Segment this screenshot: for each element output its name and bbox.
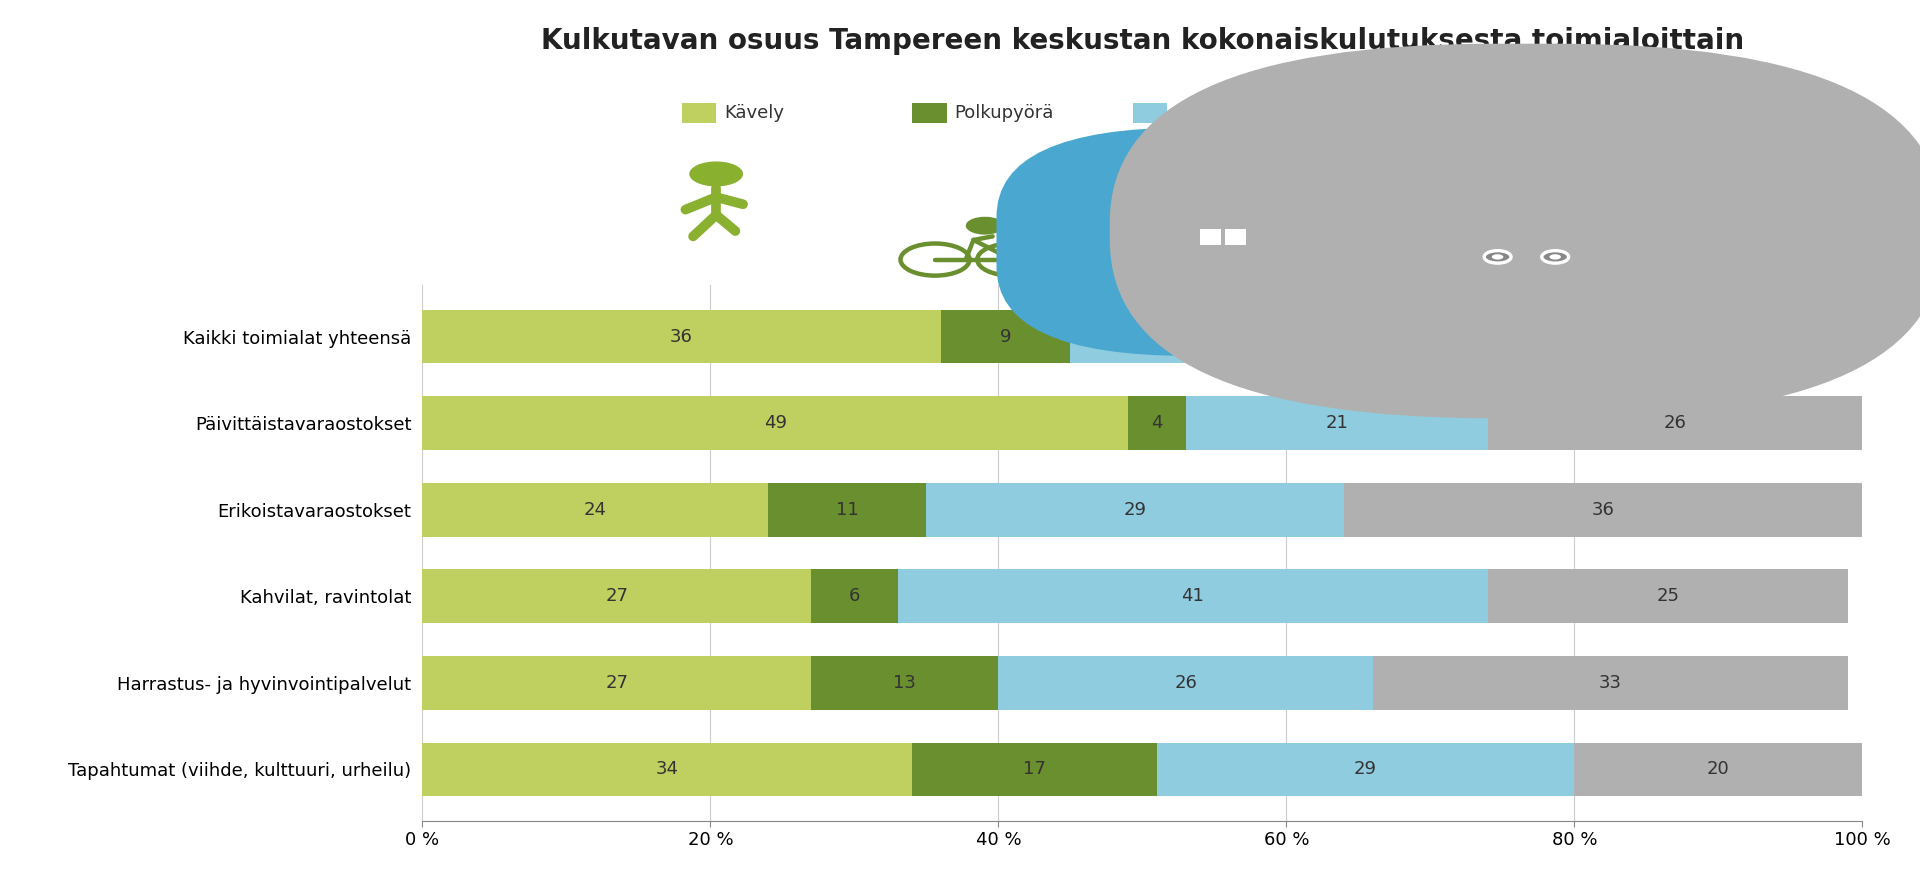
- Bar: [897, 569, 1488, 624]
- Text: 25: 25: [1657, 587, 1680, 606]
- Bar: [1344, 483, 1862, 537]
- Text: Auto: Auto: [1463, 104, 1505, 122]
- Text: 13: 13: [893, 673, 916, 692]
- Text: 6: 6: [849, 587, 860, 606]
- Text: 20: 20: [1707, 761, 1730, 779]
- Text: 29: 29: [1657, 327, 1680, 345]
- Text: 36: 36: [1592, 500, 1615, 519]
- Text: Kävely: Kävely: [724, 104, 783, 122]
- Text: 27: 27: [605, 673, 628, 692]
- Text: 41: 41: [1181, 587, 1204, 606]
- Text: Polkupyörä: Polkupyörä: [954, 104, 1054, 122]
- Text: 49: 49: [764, 414, 787, 433]
- Bar: [1129, 396, 1185, 450]
- Text: 34: 34: [657, 761, 678, 779]
- Text: Joukkoliikenne: Joukkoliikenne: [1175, 104, 1304, 122]
- Text: 24: 24: [584, 500, 607, 519]
- Text: 9: 9: [1000, 327, 1012, 345]
- Text: 21: 21: [1325, 414, 1348, 433]
- Bar: [422, 569, 812, 624]
- Bar: [768, 483, 925, 537]
- Bar: [998, 656, 1373, 710]
- Bar: [1488, 396, 1862, 450]
- Text: 4: 4: [1152, 414, 1162, 433]
- Bar: [1373, 656, 1847, 710]
- Text: 11: 11: [835, 500, 858, 519]
- Text: 29: 29: [1123, 500, 1146, 519]
- Bar: [925, 483, 1344, 537]
- Bar: [1185, 396, 1488, 450]
- Bar: [912, 743, 1156, 797]
- Text: 26: 26: [1175, 673, 1196, 692]
- Text: 27: 27: [605, 587, 628, 606]
- Text: Kulkutavan osuus Tampereen keskustan kokonaiskulutuksesta toimialoittain: Kulkutavan osuus Tampereen keskustan kok…: [541, 27, 1743, 54]
- Bar: [1156, 743, 1574, 797]
- Bar: [941, 310, 1069, 363]
- Bar: [422, 743, 912, 797]
- Bar: [1574, 743, 1862, 797]
- Bar: [422, 396, 1129, 450]
- Text: 17: 17: [1023, 761, 1046, 779]
- Text: 36: 36: [670, 327, 693, 345]
- Bar: [1488, 569, 1847, 624]
- Bar: [422, 656, 812, 710]
- Text: 27: 27: [1254, 327, 1277, 345]
- Bar: [422, 483, 768, 537]
- Bar: [422, 310, 941, 363]
- Text: 29: 29: [1354, 761, 1377, 779]
- Text: 33: 33: [1599, 673, 1622, 692]
- Bar: [812, 656, 998, 710]
- Text: 26: 26: [1665, 414, 1686, 433]
- Bar: [812, 569, 899, 624]
- Bar: [1071, 310, 1459, 363]
- Bar: [1459, 310, 1876, 363]
